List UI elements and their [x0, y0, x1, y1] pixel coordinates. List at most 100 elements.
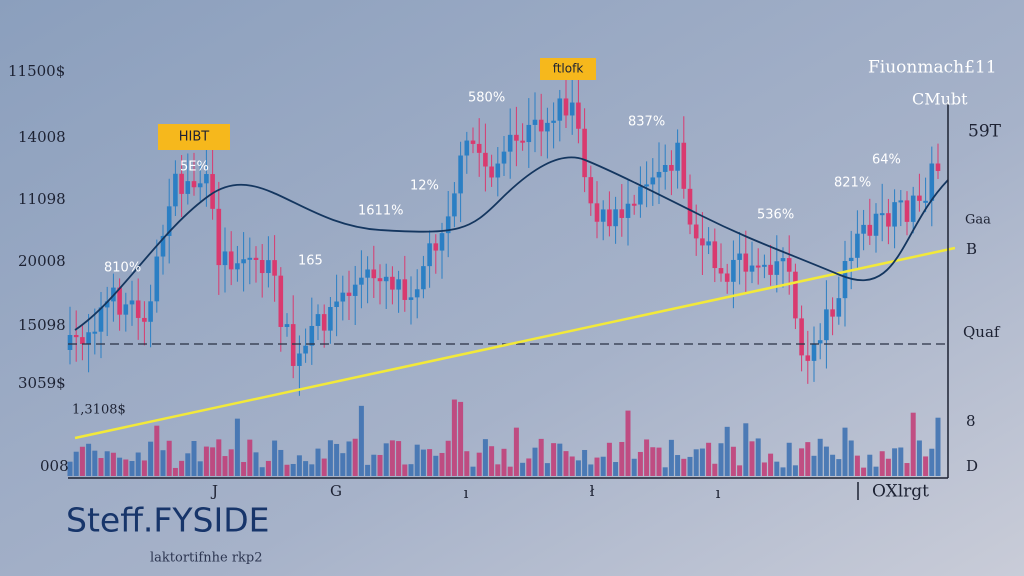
volume-bar	[321, 458, 327, 476]
left-label: 1,3108$	[72, 403, 126, 418]
volume-bar	[600, 456, 606, 476]
candle	[458, 155, 463, 194]
volume-bar	[303, 461, 309, 476]
candle	[755, 265, 761, 268]
candle	[762, 264, 767, 267]
candle	[476, 143, 482, 153]
right-label: 8	[966, 412, 976, 430]
volume-bar	[129, 461, 135, 476]
candle	[830, 309, 835, 317]
volume-bar	[923, 456, 929, 476]
volume-bar	[191, 440, 197, 476]
volume-bar	[718, 443, 724, 476]
volume-bar	[569, 456, 575, 476]
candle	[464, 140, 470, 156]
candle	[712, 241, 718, 269]
volume-bar	[241, 462, 247, 476]
candle	[328, 307, 333, 331]
left-label: 11500$	[8, 62, 65, 80]
candle	[408, 297, 414, 300]
volume-bar	[724, 426, 730, 476]
volume-bar	[179, 460, 185, 476]
candle	[619, 209, 625, 218]
volume-bar	[898, 447, 904, 476]
candle	[731, 259, 736, 282]
candle	[135, 300, 141, 318]
volume-bar	[197, 461, 203, 476]
candle	[557, 98, 563, 121]
volume-bar	[606, 442, 612, 476]
candle	[923, 200, 928, 203]
candle	[204, 174, 209, 184]
candle	[80, 337, 85, 345]
badge: ftlofk	[553, 62, 584, 76]
volume-bar	[631, 458, 637, 476]
volume-bar	[613, 462, 619, 476]
candle	[669, 165, 674, 171]
candle	[396, 279, 401, 290]
volume-bar	[544, 463, 550, 476]
candle	[352, 284, 358, 296]
volume-bar	[458, 401, 464, 476]
volume-bar	[265, 460, 271, 476]
volume-bar	[538, 438, 544, 476]
volume-bar	[148, 441, 154, 476]
volume-bar	[774, 461, 780, 476]
candle	[365, 269, 370, 278]
volume-bar	[867, 454, 873, 476]
annotation: 64%	[872, 153, 901, 168]
volume-bar	[557, 443, 563, 476]
volume-bar	[799, 448, 805, 476]
volume-bar	[823, 446, 829, 476]
candle	[495, 163, 501, 178]
candle	[793, 271, 798, 319]
right-label: Gaa	[965, 213, 991, 228]
volume-bar	[730, 446, 736, 476]
candle	[421, 266, 426, 290]
candle	[92, 331, 98, 334]
volume-bar	[104, 451, 110, 476]
volume-bar	[420, 449, 426, 476]
candle	[848, 257, 854, 262]
bottom-label: G	[330, 482, 342, 500]
volume-bar	[588, 464, 594, 476]
volume-bar	[885, 458, 891, 476]
volume-bar	[861, 467, 867, 476]
candle	[582, 128, 587, 178]
candle	[768, 264, 773, 275]
candles	[67, 72, 941, 396]
volume-bar	[879, 451, 885, 476]
volume-bar	[935, 417, 941, 476]
candle	[228, 251, 234, 270]
volume-bar	[408, 464, 414, 476]
annotation: 821%	[834, 176, 871, 191]
candle	[873, 213, 879, 236]
candle	[805, 355, 811, 361]
candle	[563, 98, 569, 116]
caption: laktortifnhe rkp2	[150, 551, 263, 566]
volume-bar	[817, 438, 823, 476]
candle	[526, 124, 532, 143]
volume-bar	[141, 460, 147, 476]
candle	[886, 213, 891, 227]
volume-bar	[402, 464, 408, 476]
volume-bar	[662, 467, 668, 476]
candle	[67, 335, 73, 350]
candle	[483, 152, 488, 167]
volume-bar	[358, 405, 364, 476]
volume-bar	[445, 440, 451, 476]
candle	[786, 258, 792, 272]
candle	[148, 301, 153, 322]
candle	[297, 353, 302, 366]
volume-bar	[172, 467, 178, 476]
badge: HIBT	[179, 130, 210, 145]
volume-bar	[582, 449, 588, 476]
volume-bar	[681, 458, 687, 476]
volume-bar	[228, 449, 234, 476]
candle	[700, 238, 705, 246]
left-label: 008	[40, 457, 69, 475]
candle	[817, 340, 823, 344]
candle	[507, 134, 513, 152]
